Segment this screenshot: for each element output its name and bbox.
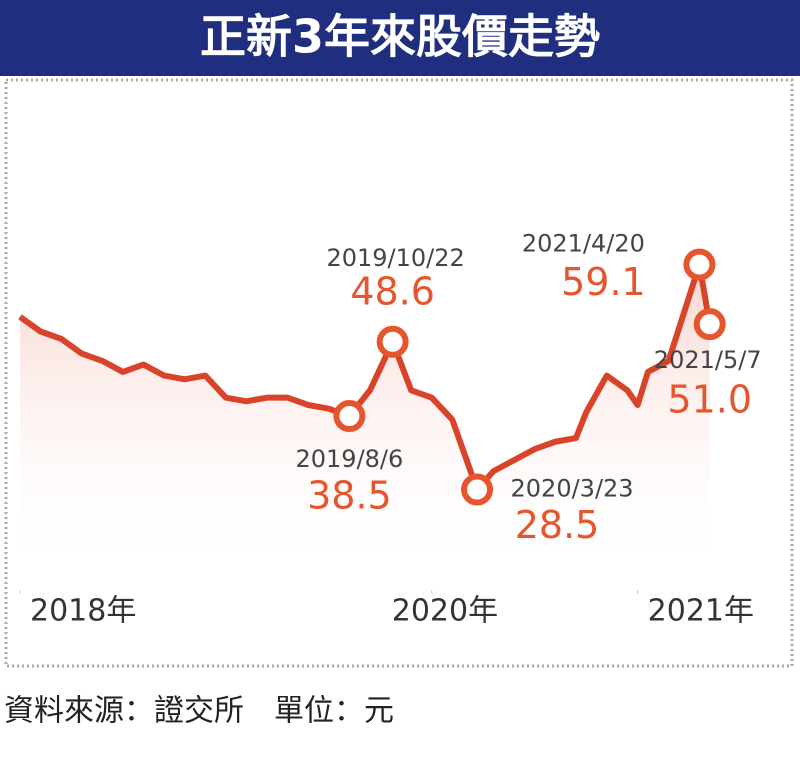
annotation-date: 2021/4/20	[522, 230, 645, 258]
annotation-marker	[333, 400, 366, 433]
x-tick-label: 2021年	[648, 594, 754, 629]
price-line	[18, 261, 713, 493]
source-note: 資料來源：證交所 單位：元	[4, 694, 394, 729]
annotation-value: 48.6	[350, 269, 435, 313]
x-tick-label: 2020年	[392, 594, 498, 629]
annotation-date: 2021/5/7	[654, 346, 762, 374]
x-tick-label: 2018年	[30, 594, 136, 629]
area	[20, 264, 710, 580]
annotation-date: 2019/8/6	[296, 445, 404, 473]
annotation-value: 38.5	[307, 474, 392, 518]
annotation-marker	[683, 248, 716, 281]
annotation-value: 59.1	[561, 260, 646, 304]
annotation-date: 2020/3/23	[511, 475, 634, 503]
chart-title: 正新3年來股價走勢	[200, 10, 600, 64]
annotation-marker	[461, 473, 494, 506]
annotation-value: 51.0	[667, 378, 752, 422]
annotation-marker	[693, 308, 726, 341]
annotation-marker	[376, 325, 409, 358]
annotation-date: 2019/10/22	[326, 244, 464, 272]
chart-frame	[4, 78, 794, 668]
title-bar	[0, 0, 800, 76]
annotation-value: 28.5	[515, 503, 600, 547]
